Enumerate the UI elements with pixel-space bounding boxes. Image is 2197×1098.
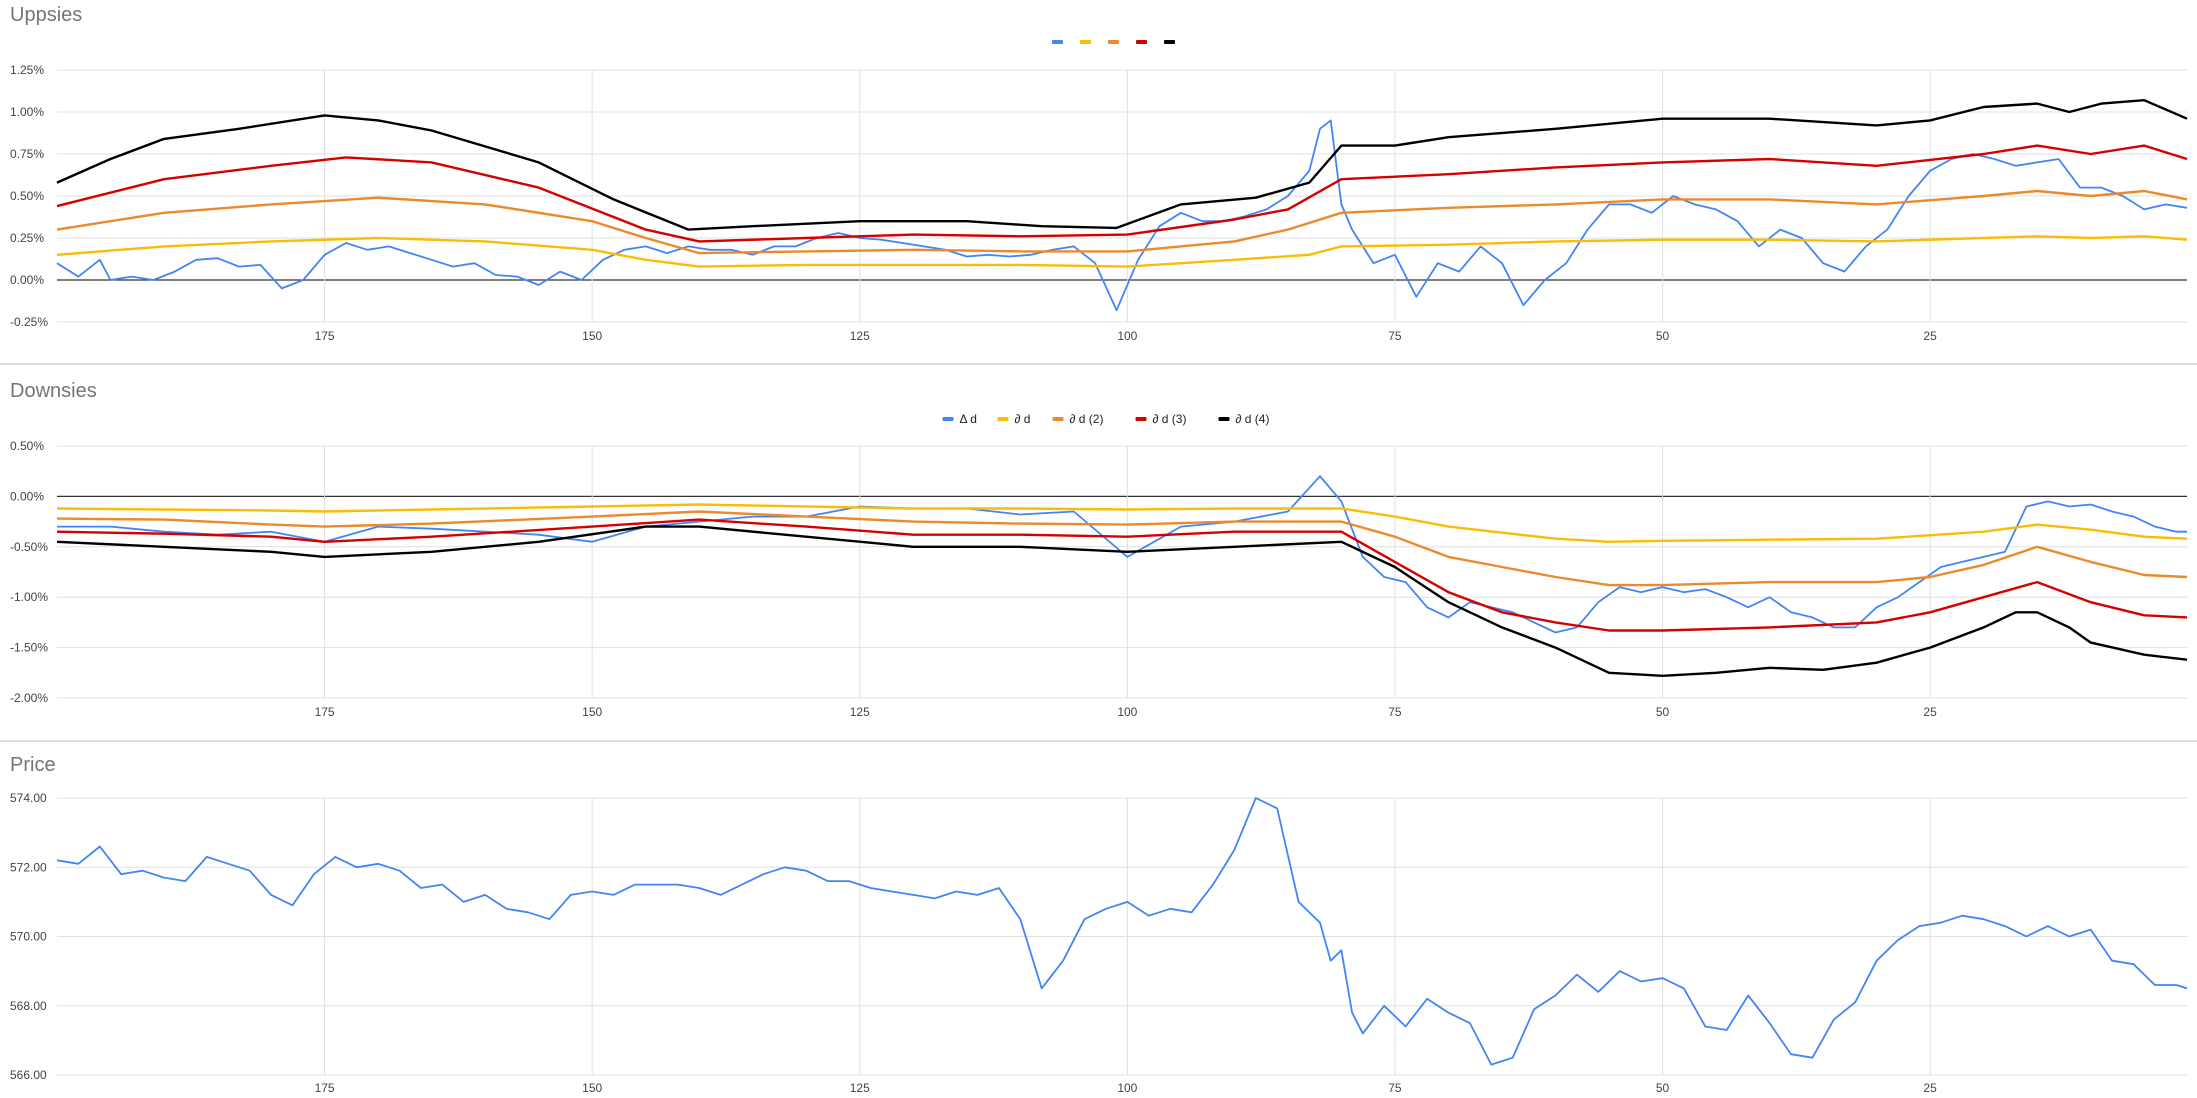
y-tick-label: 1.00% (10, 105, 44, 119)
legend-label[interactable]: ∂ d (2) (1070, 412, 1104, 426)
y-tick-label: 0.25% (10, 231, 44, 245)
y-tick-label: 0.75% (10, 147, 44, 161)
y-tick-label: -0.25% (10, 315, 48, 329)
legend-swatch-red[interactable] (1135, 417, 1147, 421)
legend-swatch-blue[interactable] (942, 417, 954, 421)
y-tick-label: -0.50% (10, 540, 48, 554)
price-chart: 574.00 572.00 570.00 568.00 566.00 175 150 125 1… (10, 791, 2188, 1095)
x-tick-label: 150 (582, 1081, 602, 1095)
x-tick-label: 175 (315, 329, 335, 343)
x-tick-label: 50 (1656, 1081, 1670, 1095)
series-line-yellow (56, 503, 2188, 544)
y-tick-label: 570.00 (10, 930, 47, 944)
x-tick-label: 75 (1388, 705, 1402, 719)
y-tick-label: 568.00 (10, 999, 47, 1013)
y-tick-label: 0.00% (10, 273, 44, 287)
x-tick-label: 100 (1117, 705, 1137, 719)
panel-divider[interactable] (0, 740, 2197, 742)
legend-label[interactable]: ∂ d (1015, 412, 1031, 426)
x-tick-label: 125 (850, 1081, 870, 1095)
series-line-red (56, 518, 2188, 632)
legend-label[interactable]: Δ d (960, 412, 977, 426)
legend-label[interactable]: ∂ d (4) (1236, 412, 1270, 426)
x-tick-label: 25 (1923, 1081, 1937, 1095)
chart-title: Uppsies (10, 4, 83, 26)
x-tick-label: 175 (315, 705, 335, 719)
legend-swatch-orange[interactable] (1108, 40, 1119, 44)
x-tick-label: 150 (582, 705, 602, 719)
legend-swatch-yellow[interactable] (1080, 40, 1091, 44)
uppsies-chart-panel: Uppsies 1.25% 1.00% 0.75% 0.50% 0.25% 0.00% -0… (0, 0, 2197, 363)
x-tick-label: 125 (850, 329, 870, 343)
chart-title: Price (10, 754, 56, 776)
legend-swatch-red[interactable] (1136, 40, 1147, 44)
series-line-red (56, 144, 2188, 243)
series-line-orange (56, 189, 2188, 255)
y-tick-label: 0.00% (10, 489, 44, 503)
price-chart-panel: Price 574.00 572.00 570.00 568.00 566.00 175 1… (0, 750, 2197, 1098)
y-tick-label: -1.50% (10, 641, 48, 655)
legend (1052, 40, 1175, 44)
x-tick-label: 25 (1923, 329, 1937, 343)
x-tick-label: 75 (1388, 1081, 1402, 1095)
legend-swatch-black[interactable] (1218, 417, 1230, 421)
series-line-blue (56, 797, 2188, 1066)
y-tick-label: 572.00 (10, 860, 47, 874)
uppsies-chart: 1.25% 1.00% 0.75% 0.50% 0.25% 0.00% -0.25% 175 1… (10, 40, 2188, 343)
x-tick-label: 125 (850, 705, 870, 719)
x-tick-label: 50 (1656, 329, 1670, 343)
downsies-chart: 0.50% 0.00% -0.50% -1.00% -1.50% -2.00% 175 150… (10, 412, 2188, 719)
series-line-orange (56, 510, 2188, 587)
series-line-black (56, 98, 2188, 231)
y-tick-label: 0.50% (10, 189, 44, 203)
x-tick-label: 175 (315, 1081, 335, 1095)
downsies-chart-panel: Downsies 0.50% 0.00% -0.50% -1.00% -1.50% -2.… (0, 376, 2197, 736)
x-tick-label: 100 (1117, 1081, 1137, 1095)
series-line-blue (56, 119, 2188, 312)
legend: Δ d ∂ d ∂ d (2) ∂ d (3) ∂ d (4) (942, 412, 1270, 426)
legend-swatch-black[interactable] (1164, 40, 1175, 44)
series-line-blue (57, 475, 2187, 634)
series-line-black (56, 525, 2188, 677)
y-tick-label: 574.00 (10, 791, 47, 805)
x-tick-label: 75 (1388, 329, 1402, 343)
legend-swatch-yellow[interactable] (997, 417, 1009, 421)
panel-divider[interactable] (0, 363, 2197, 365)
chart-title: Downsies (10, 380, 97, 402)
y-tick-label: 566.00 (10, 1068, 47, 1082)
x-tick-label: 50 (1656, 705, 1670, 719)
y-tick-label: -2.00% (10, 691, 48, 705)
legend-swatch-orange[interactable] (1052, 417, 1064, 421)
y-tick-label: 0.50% (10, 439, 44, 453)
x-tick-label: 150 (582, 329, 602, 343)
x-tick-label: 25 (1923, 705, 1937, 719)
legend-swatch-blue[interactable] (1052, 40, 1063, 44)
y-tick-label: 1.25% (10, 63, 44, 77)
series-line-yellow (56, 235, 2188, 268)
y-tick-label: -1.00% (10, 590, 48, 604)
x-tick-label: 100 (1117, 329, 1137, 343)
legend-label[interactable]: ∂ d (3) (1153, 412, 1187, 426)
